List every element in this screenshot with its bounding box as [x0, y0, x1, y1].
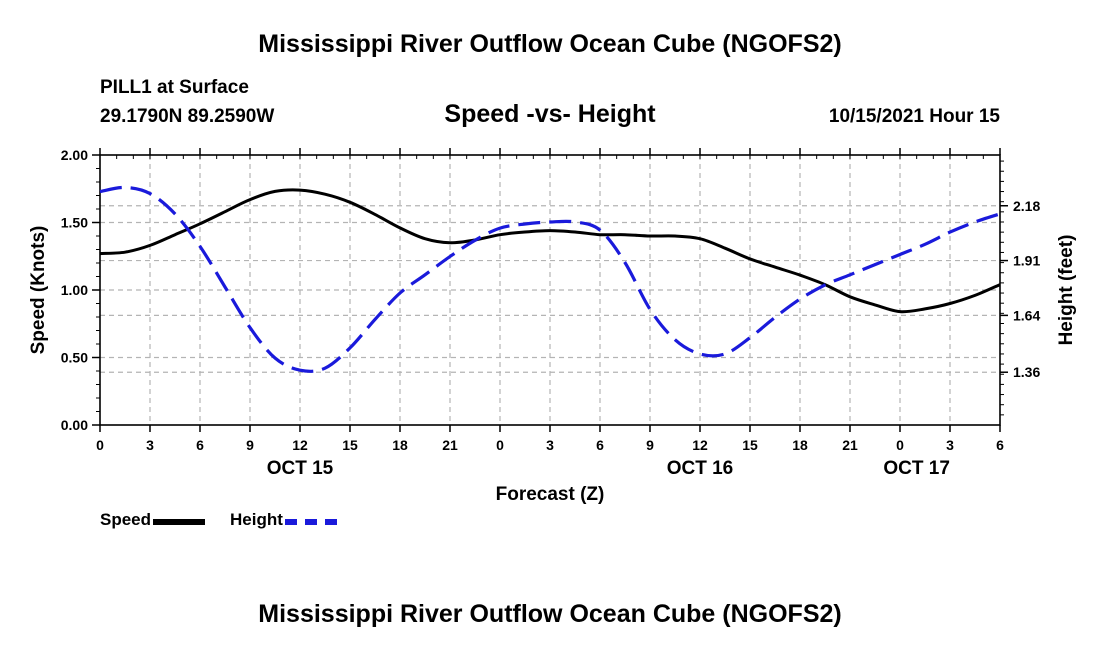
y2-tick-label: 2.18	[1013, 198, 1040, 214]
y-tick-label: 0.00	[61, 417, 88, 433]
legend-height-label: Height	[230, 510, 283, 529]
x-tick-label: 0	[96, 437, 104, 453]
y-tick-label: 2.00	[61, 147, 88, 163]
legend-speed: Speed	[100, 510, 206, 530]
station-label: PILL1 at Surface	[100, 77, 249, 98]
x-tick-label: 0	[496, 437, 504, 453]
height-series-line	[99, 185, 1001, 373]
x-tick-label: 9	[246, 437, 254, 453]
x-tick-label: 21	[842, 437, 858, 453]
x-tick-label: 18	[792, 437, 808, 453]
grid-lines	[99, 155, 1001, 425]
x-tick-label: 9	[646, 437, 654, 453]
legend-height-swatch	[284, 519, 337, 525]
x-tick-label: 15	[342, 437, 358, 453]
chart-subtitle: Speed -vs- Height	[444, 100, 656, 128]
speed-series-line	[99, 188, 1001, 314]
legend-speed-label: Speed	[100, 510, 152, 529]
y2-tick-label: 1.91	[1013, 253, 1040, 269]
x-tick-label: 21	[442, 437, 458, 453]
x-tick-label: 6	[596, 437, 604, 453]
x-date-label: OCT 17	[883, 458, 950, 479]
forecast-datetime: 10/15/2021 Hour 15	[828, 106, 1000, 127]
footer-title: Mississippi River Outflow Ocean Cube (NG…	[258, 600, 842, 628]
x-tick-label: 12	[692, 437, 708, 453]
y-tick-label: 1.50	[61, 215, 88, 231]
chart-main-title: Mississippi River Outflow Ocean Cube (NG…	[258, 30, 842, 58]
station-coordinates: 29.1790N 89.2590W	[100, 106, 275, 127]
x-tick-label: 6	[996, 437, 1004, 453]
x-tick-label: 12	[292, 437, 308, 453]
x-tick-label: 18	[392, 437, 408, 453]
x-tick-label: 3	[946, 437, 954, 453]
legend-height: Height	[230, 510, 337, 530]
x-tick-label: 15	[742, 437, 758, 453]
y-tick-label: 1.00	[61, 282, 88, 298]
x-tick-label: 3	[546, 437, 554, 453]
y-tick-label: 0.50	[61, 350, 88, 366]
x-tick-label: 3	[146, 437, 154, 453]
y-axis-title: Speed (Knots)	[28, 226, 49, 355]
legend-speed-swatch	[153, 519, 206, 525]
x-tick-label: 6	[196, 437, 204, 453]
y2-tick-label: 1.64	[1013, 307, 1040, 323]
x-tick-label: 0	[896, 437, 904, 453]
x-date-label: OCT 16	[667, 458, 734, 479]
x-date-label: OCT 15	[267, 458, 334, 479]
y2-tick-label: 1.36	[1013, 364, 1040, 380]
y2-axis-title: Height (feet)	[1056, 235, 1077, 346]
x-axis-title: Forecast (Z)	[496, 484, 605, 505]
